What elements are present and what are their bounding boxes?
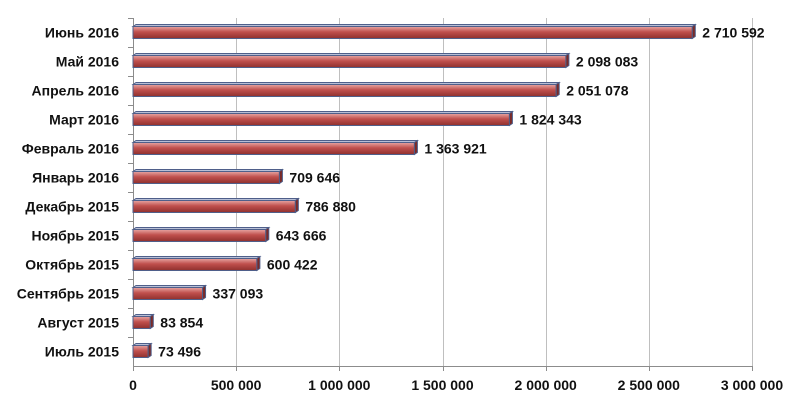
bar: [132, 258, 258, 271]
category-label: Февраль 2016: [22, 141, 119, 157]
bar: [132, 171, 280, 184]
category-label: Ноябрь 2015: [32, 228, 120, 244]
x-tick-label: 1 500 000: [411, 377, 473, 393]
bar: [132, 142, 415, 155]
data-label: 2 710 592: [702, 25, 764, 41]
category-label: Январь 2016: [32, 170, 119, 186]
bar-group: [131, 110, 515, 127]
data-label: 83 854: [160, 315, 203, 331]
bar-cap: [147, 342, 152, 359]
category-label: Март 2016: [49, 112, 119, 128]
bars: [131, 23, 697, 359]
bar: [132, 84, 557, 97]
bar-group: [131, 197, 301, 214]
data-label: 2 098 083: [576, 54, 638, 70]
bar-cap: [691, 23, 696, 40]
category-label: Апрель 2016: [32, 83, 120, 99]
bar-cap: [278, 168, 283, 185]
data-label: 643 666: [276, 228, 327, 244]
data-label: 1 363 921: [424, 141, 486, 157]
bar-cap: [256, 255, 261, 272]
bar-group: [131, 23, 697, 40]
data-label: 2 051 078: [566, 83, 628, 99]
x-tick-label: 2 500 000: [618, 377, 680, 393]
bar-cap: [508, 110, 513, 127]
bar-cap: [555, 81, 560, 98]
bar-group: [131, 52, 571, 69]
bar-cap: [265, 226, 270, 243]
bar-group: [131, 342, 153, 359]
bar-group: [131, 284, 208, 301]
bar: [132, 113, 510, 126]
bar-cap: [149, 313, 154, 330]
category-label: Август 2015: [37, 315, 119, 331]
category-label: Июнь 2016: [45, 25, 119, 41]
data-label: 709 646: [289, 170, 340, 186]
data-label: 786 880: [305, 199, 356, 215]
bar: [132, 200, 296, 213]
labels: 0 500 000 1 000 000 1 500 000 2 000 000 2 500…: [17, 25, 784, 394]
bar-group: [131, 139, 420, 156]
bar: [132, 345, 149, 358]
bar-cap: [294, 197, 299, 214]
data-label: 600 422: [267, 257, 318, 273]
bar-group: [131, 226, 271, 243]
bar-cap: [202, 284, 207, 301]
category-label: Октябрь 2015: [25, 257, 119, 273]
data-label: 73 496: [158, 344, 201, 360]
bar-cap: [413, 139, 418, 156]
gridlines: [128, 18, 753, 371]
category-label: Сентябрь 2015: [17, 286, 119, 302]
bar: [132, 287, 204, 300]
bar-group: [131, 81, 561, 98]
bar-cap: [565, 52, 570, 69]
data-label: 337 093: [213, 286, 264, 302]
category-label: Июль 2015: [45, 344, 119, 360]
bar: [132, 316, 151, 329]
x-tick-label: 2 000 000: [515, 377, 577, 393]
x-tick-label: 3 000 000: [721, 377, 783, 393]
bar-group: [131, 255, 262, 272]
bar: [132, 55, 567, 68]
bar: [132, 229, 267, 242]
x-tick-label: 500 000: [211, 377, 262, 393]
category-label: Декабрь 2015: [25, 199, 119, 215]
category-label: Май 2016: [56, 54, 119, 70]
bar: [132, 26, 693, 39]
x-tick-label: 1 000 000: [308, 377, 370, 393]
x-tick-label: 0: [129, 377, 137, 393]
bar-group: [131, 168, 285, 185]
data-label: 1 824 343: [519, 112, 581, 128]
bar-group: [131, 313, 155, 330]
